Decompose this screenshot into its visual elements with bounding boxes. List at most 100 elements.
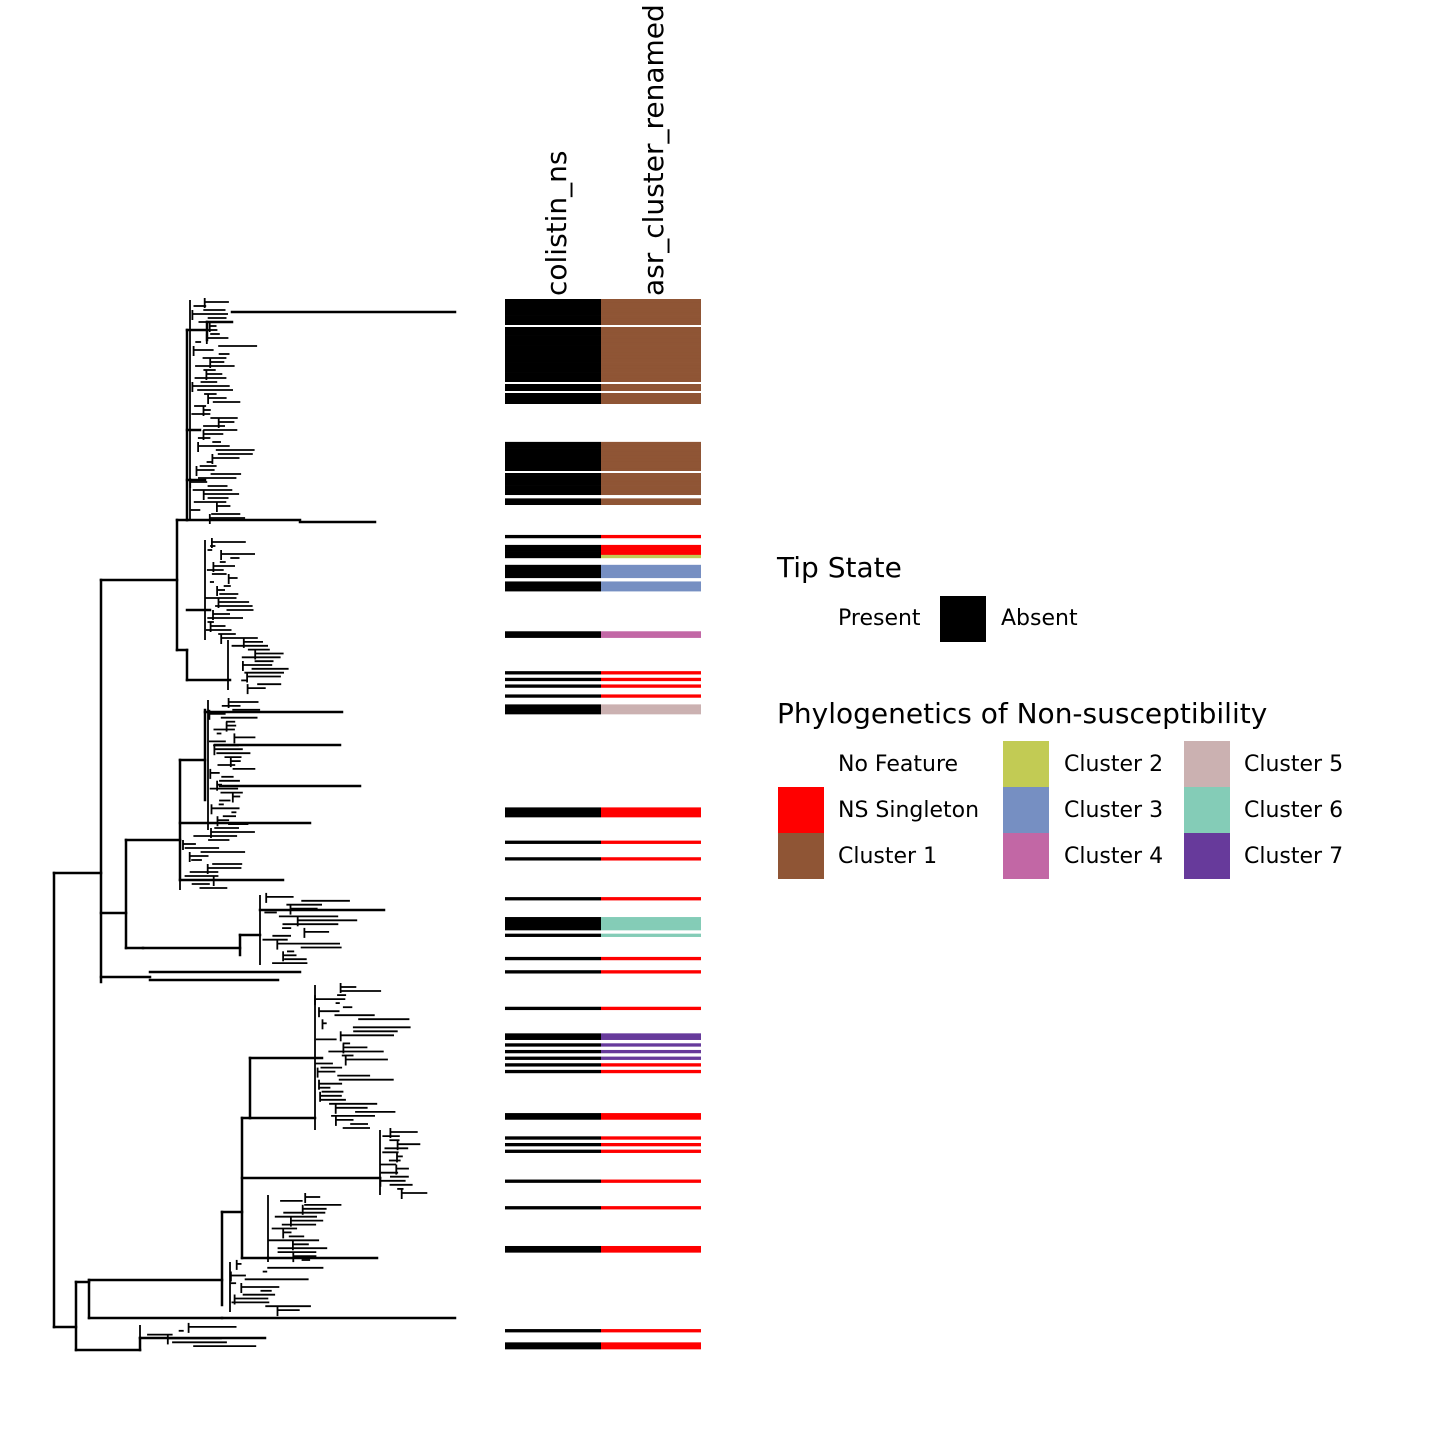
heatmap-cell-asr-cluster (601, 1259, 701, 1263)
heatmap-cell-colistin-ns (505, 933, 601, 938)
heatmap-cell-colistin-ns (505, 568, 601, 572)
heatmap-cell-colistin-ns (505, 1196, 601, 1200)
heatmap-cell-colistin-ns (505, 534, 601, 539)
heatmap-cell-asr-cluster (601, 1149, 701, 1154)
heatmap-cell-colistin-ns (505, 1113, 601, 1117)
heatmap-cell-colistin-ns (505, 425, 601, 429)
heatmap-cell-colistin-ns (505, 1119, 601, 1124)
heatmap-cell-asr-cluster (601, 1013, 701, 1018)
heatmap-cell-colistin-ns (505, 345, 601, 350)
heatmap-cell-asr-cluster (601, 1103, 701, 1107)
heatmap-cell-asr-cluster (601, 641, 701, 645)
heatmap-cell-colistin-ns (505, 1056, 601, 1061)
heatmap-cell-asr-cluster (601, 508, 701, 513)
heatmap-cell-colistin-ns (505, 893, 601, 898)
heatmap-cell-colistin-ns (505, 1309, 601, 1313)
heatmap-cell-colistin-ns (505, 584, 601, 589)
heatmap-cell-colistin-ns (505, 1033, 601, 1038)
heatmap-cell-asr-cluster (601, 455, 701, 459)
heatmap-cell-asr-cluster (601, 840, 701, 845)
heatmap-cell-colistin-ns (505, 1322, 601, 1327)
heatmap-cell-asr-cluster (601, 498, 701, 503)
heatmap-cell-colistin-ns (505, 1086, 601, 1091)
heatmap-cell-asr-cluster (601, 780, 701, 785)
heatmap-cell-asr-cluster (601, 375, 701, 380)
heatmap-cell-colistin-ns (505, 1335, 601, 1340)
heatmap-cell-colistin-ns (505, 604, 601, 609)
legend-key-cluster-2 (1003, 741, 1049, 787)
heatmap-cell-asr-cluster (601, 345, 701, 350)
heatmap-cell-colistin-ns (505, 820, 601, 825)
heatmap-cell-asr-cluster (601, 810, 701, 815)
heatmap-cell-colistin-ns (505, 1166, 601, 1170)
heatmap-cell-colistin-ns (505, 780, 601, 785)
heatmap-cell-colistin-ns (505, 817, 601, 822)
heatmap-cell-asr-cluster (601, 601, 701, 606)
heatmap-cell-colistin-ns (505, 976, 601, 981)
heatmap-cell-asr-cluster (601, 1302, 701, 1307)
heatmap-cell-asr-cluster (601, 1139, 701, 1144)
heatmap-cell-asr-cluster (601, 1189, 701, 1194)
heatmap-cell-colistin-ns (505, 674, 601, 679)
heatmap-cell-asr-cluster (601, 1299, 701, 1303)
heatmap-cell-asr-cluster (601, 1236, 701, 1240)
heatmap-cell-colistin-ns (505, 1262, 601, 1267)
heatmap-cell-colistin-ns (505, 431, 601, 436)
heatmap-cell-colistin-ns (505, 920, 601, 925)
heatmap-cell-colistin-ns (505, 1126, 601, 1131)
heatmap-cell-colistin-ns (505, 305, 601, 310)
heatmap-cell-asr-cluster (601, 737, 701, 742)
heatmap-cell-asr-cluster (601, 1319, 701, 1323)
heatmap-cell-colistin-ns (505, 368, 601, 373)
heatmap-cell-colistin-ns (505, 664, 601, 669)
heatmap-cell-colistin-ns (505, 342, 601, 346)
heatmap-cell-asr-cluster (601, 956, 701, 961)
heatmap-cell-asr-cluster (601, 1066, 701, 1071)
heatmap-cell-asr-cluster (601, 687, 701, 692)
heatmap-cell-asr-cluster (601, 438, 701, 443)
heatmap-cell-asr-cluster (601, 1020, 701, 1024)
heatmap-cell-asr-cluster (601, 1309, 701, 1313)
heatmap-cell-asr-cluster (601, 711, 701, 715)
heatmap-cell-colistin-ns (505, 299, 601, 303)
heatmap-cell-colistin-ns (505, 1023, 601, 1028)
heatmap-cell-colistin-ns (505, 1116, 601, 1121)
heatmap-cell-asr-cluster (601, 820, 701, 825)
heatmap-cell-asr-cluster (601, 1113, 701, 1117)
heatmap-cell-asr-cluster (601, 481, 701, 486)
heatmap-cell-colistin-ns (505, 747, 601, 752)
heatmap-cell-asr-cluster (601, 1162, 701, 1167)
heatmap-cell-asr-cluster (601, 1076, 701, 1081)
heatmap-cell-asr-cluster (601, 784, 701, 788)
heatmap-cell-asr-cluster (601, 681, 701, 685)
heatmap-cell-asr-cluster (601, 910, 701, 915)
heatmap-cell-asr-cluster (601, 986, 701, 991)
phylogenetic-tree (52, 310, 457, 1352)
heatmap-cell-asr-cluster (601, 428, 701, 433)
heatmap-cell-colistin-ns (505, 837, 601, 841)
heatmap-cell-asr-cluster (601, 332, 701, 336)
heatmap-cell-colistin-ns (505, 498, 601, 503)
heatmap-cell-colistin-ns (505, 853, 601, 858)
heatmap-cell-asr-cluster (601, 764, 701, 768)
heatmap-cell-colistin-ns (505, 1000, 601, 1004)
heatmap-cell-colistin-ns (505, 395, 601, 400)
heatmap-cell-asr-cluster (601, 1026, 701, 1031)
heatmap-cell-asr-cluster (601, 817, 701, 822)
heatmap-cell-colistin-ns (505, 1219, 601, 1224)
heatmap-cell-asr-cluster (601, 1292, 701, 1297)
heatmap-cell-asr-cluster (601, 617, 701, 622)
heatmap-cell-colistin-ns (505, 687, 601, 692)
heatmap-cell-colistin-ns (505, 1222, 601, 1227)
heatmap-cell-asr-cluster (601, 707, 701, 712)
legend-label-ns-singleton: NS Singleton (838, 798, 980, 823)
heatmap-cell-asr-cluster (601, 1086, 701, 1091)
heatmap-cell-colistin-ns (505, 647, 601, 652)
heatmap-cell-asr-cluster (601, 1222, 701, 1227)
heatmap-cell-colistin-ns (505, 1146, 601, 1150)
heatmap-cell-colistin-ns (505, 624, 601, 629)
heatmap-cell-colistin-ns (505, 1076, 601, 1081)
heatmap-cell-colistin-ns (505, 1182, 601, 1187)
heatmap-cell-asr-cluster (601, 322, 701, 326)
heatmap-cell-asr-cluster (601, 1136, 701, 1141)
